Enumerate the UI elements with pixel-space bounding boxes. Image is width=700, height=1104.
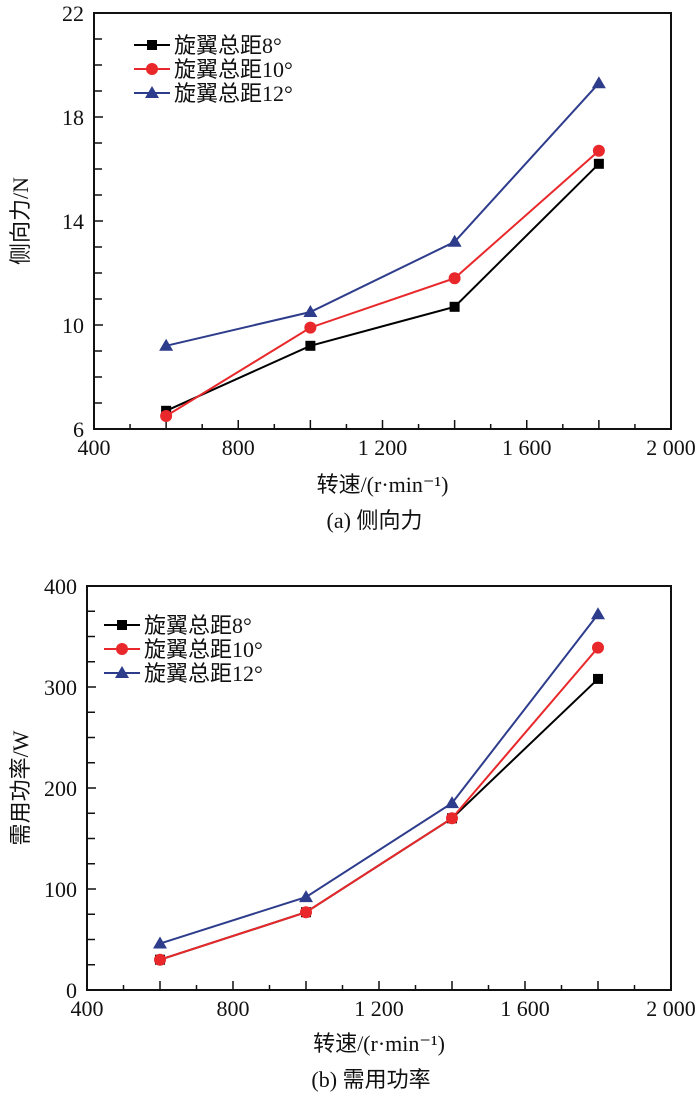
legend-marker-triangle-icon: [115, 666, 129, 678]
y-tick-label: 6: [73, 417, 84, 442]
legend-label: 旋翼总距10°: [144, 637, 263, 662]
legend: 旋翼总距8°旋翼总距10°旋翼总距12°: [104, 613, 263, 686]
series-line: [159, 678, 599, 961]
x-tick-label: 800: [217, 996, 250, 1021]
y-tick-label: 200: [44, 776, 77, 801]
series-0: [155, 673, 603, 965]
data-point: [449, 301, 460, 312]
x-axis-title: 转速/(r·min⁻¹): [317, 472, 449, 497]
x-tick-label: 2 000: [646, 435, 696, 460]
x-tick-label: 400: [78, 435, 111, 460]
data-point: [446, 812, 458, 825]
legend-label: 旋翼总距10°: [174, 57, 293, 82]
y-axis-title: 需用功率/W: [8, 730, 33, 845]
x-axis-title: 转速/(r·min⁻¹): [313, 1031, 445, 1056]
series-line: [159, 613, 599, 945]
legend-label: 旋翼总距12°: [174, 81, 293, 106]
y-tick-label: 10: [62, 313, 84, 338]
series-line: [165, 150, 600, 417]
legend-marker-circle-icon: [146, 63, 158, 75]
series-line: [159, 646, 599, 961]
x-tick-label: 1 200: [354, 996, 404, 1021]
y-tick-label: 14: [62, 209, 84, 234]
legend-marker-triangle-icon: [145, 86, 159, 98]
y-tick-label: 18: [62, 105, 84, 130]
x-tick-label: 1 200: [358, 435, 408, 460]
data-point: [153, 936, 167, 949]
data-point: [592, 144, 605, 157]
data-point: [160, 410, 173, 422]
data-point: [154, 953, 166, 966]
x-tick-label: 400: [71, 996, 104, 1021]
y-tick-label: 300: [44, 675, 77, 700]
x-tick-label: 2 000: [646, 996, 696, 1021]
y-tick-label: 100: [44, 877, 77, 902]
data-point: [591, 76, 606, 89]
series-1: [154, 641, 604, 966]
data-point: [299, 890, 313, 903]
data-point: [300, 906, 312, 919]
series-line: [165, 82, 600, 347]
series-1: [160, 144, 605, 422]
legend-label: 旋翼总距8°: [174, 33, 282, 58]
chart-caption: (a) 侧向力: [327, 508, 423, 533]
data-point: [593, 673, 603, 684]
y-tick-label: 0: [66, 978, 77, 1003]
chart-panel-a: 400 800 1 200 1 600 2 000 6 10 14 18 22 转速/(r·min⁻…: [8, 1, 696, 533]
data-point: [304, 321, 317, 334]
data-point: [305, 340, 316, 351]
chart-caption: (b) 需用功率: [311, 1067, 430, 1092]
legend-label: 旋翼总距8°: [144, 613, 252, 638]
series-2: [153, 607, 605, 949]
data-point: [593, 158, 604, 169]
x-tick-label: 1 600: [500, 996, 550, 1021]
y-tick-label: 400: [44, 574, 77, 599]
x-tick-label: 800: [222, 435, 255, 460]
data-point: [592, 641, 604, 654]
legend-marker-square-icon: [117, 620, 127, 630]
data-point: [448, 272, 461, 285]
data-point: [159, 338, 174, 351]
y-tick-label: 22: [62, 1, 84, 26]
chart-panel-b: 400 800 1 200 1 600 2 000 0 100 200 300 400 转速/(r·…: [8, 574, 696, 1092]
series-2: [159, 76, 606, 351]
legend-marker-square-icon: [147, 40, 157, 50]
legend: 旋翼总距8°旋翼总距10°旋翼总距12°: [134, 33, 293, 106]
legend-label: 旋翼总距12°: [144, 661, 263, 686]
legend-marker-circle-icon: [116, 643, 128, 655]
data-point: [303, 305, 318, 317]
x-tick-label: 1 600: [502, 435, 552, 460]
series-line: [165, 163, 600, 412]
data-point: [591, 607, 605, 620]
y-axis-title: 侧向力/N: [8, 177, 33, 265]
data-point: [445, 796, 459, 809]
data-point: [447, 234, 462, 247]
